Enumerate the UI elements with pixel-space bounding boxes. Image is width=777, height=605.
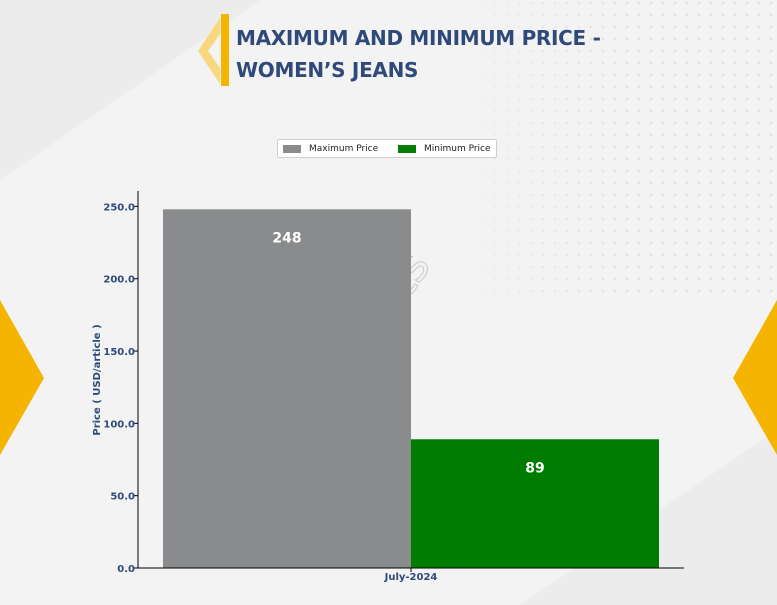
title-block: MAXIMUM AND MINIMUM PRICE - WOMEN’S JEANS [196, 14, 616, 88]
bar-minimum-price [411, 439, 659, 568]
legend-label-minimum: Minimum Price [424, 143, 491, 154]
y-tick-label: 200.0 [103, 275, 135, 286]
y-tick-label: 0.0 [117, 564, 135, 575]
legend-swatch-minimum [398, 144, 416, 153]
chart-legend: Maximum Price Minimum Price [277, 139, 497, 158]
page-title: MAXIMUM AND MINIMUM PRICE - WOMEN’S JEANS [236, 26, 601, 82]
bar-maximum-price [163, 209, 411, 569]
y-tick-label: 100.0 [103, 419, 135, 430]
legend-label-maximum: Maximum Price [309, 143, 379, 154]
y-axis-title: Price ( USD/article ) [92, 324, 103, 435]
y-tick-label: 250.0 [103, 202, 135, 213]
left-arrow-decoration [0, 300, 44, 455]
data-label-maximum-price: 248 [272, 230, 301, 246]
right-arrow-decoration [733, 300, 777, 455]
legend-swatch-maximum [283, 144, 301, 153]
y-tick-label: 150.0 [103, 347, 135, 358]
legend-item-maximum: Maximum Price [283, 140, 378, 157]
data-label-minimum-price: 89 [525, 460, 544, 476]
title-chevron-icon [198, 18, 220, 84]
legend-item-minimum: Minimum Price [398, 140, 491, 157]
x-tick-label: July-2024 [384, 572, 438, 583]
title-accent-bar [221, 14, 229, 86]
y-tick-label: 50.0 [110, 492, 135, 503]
